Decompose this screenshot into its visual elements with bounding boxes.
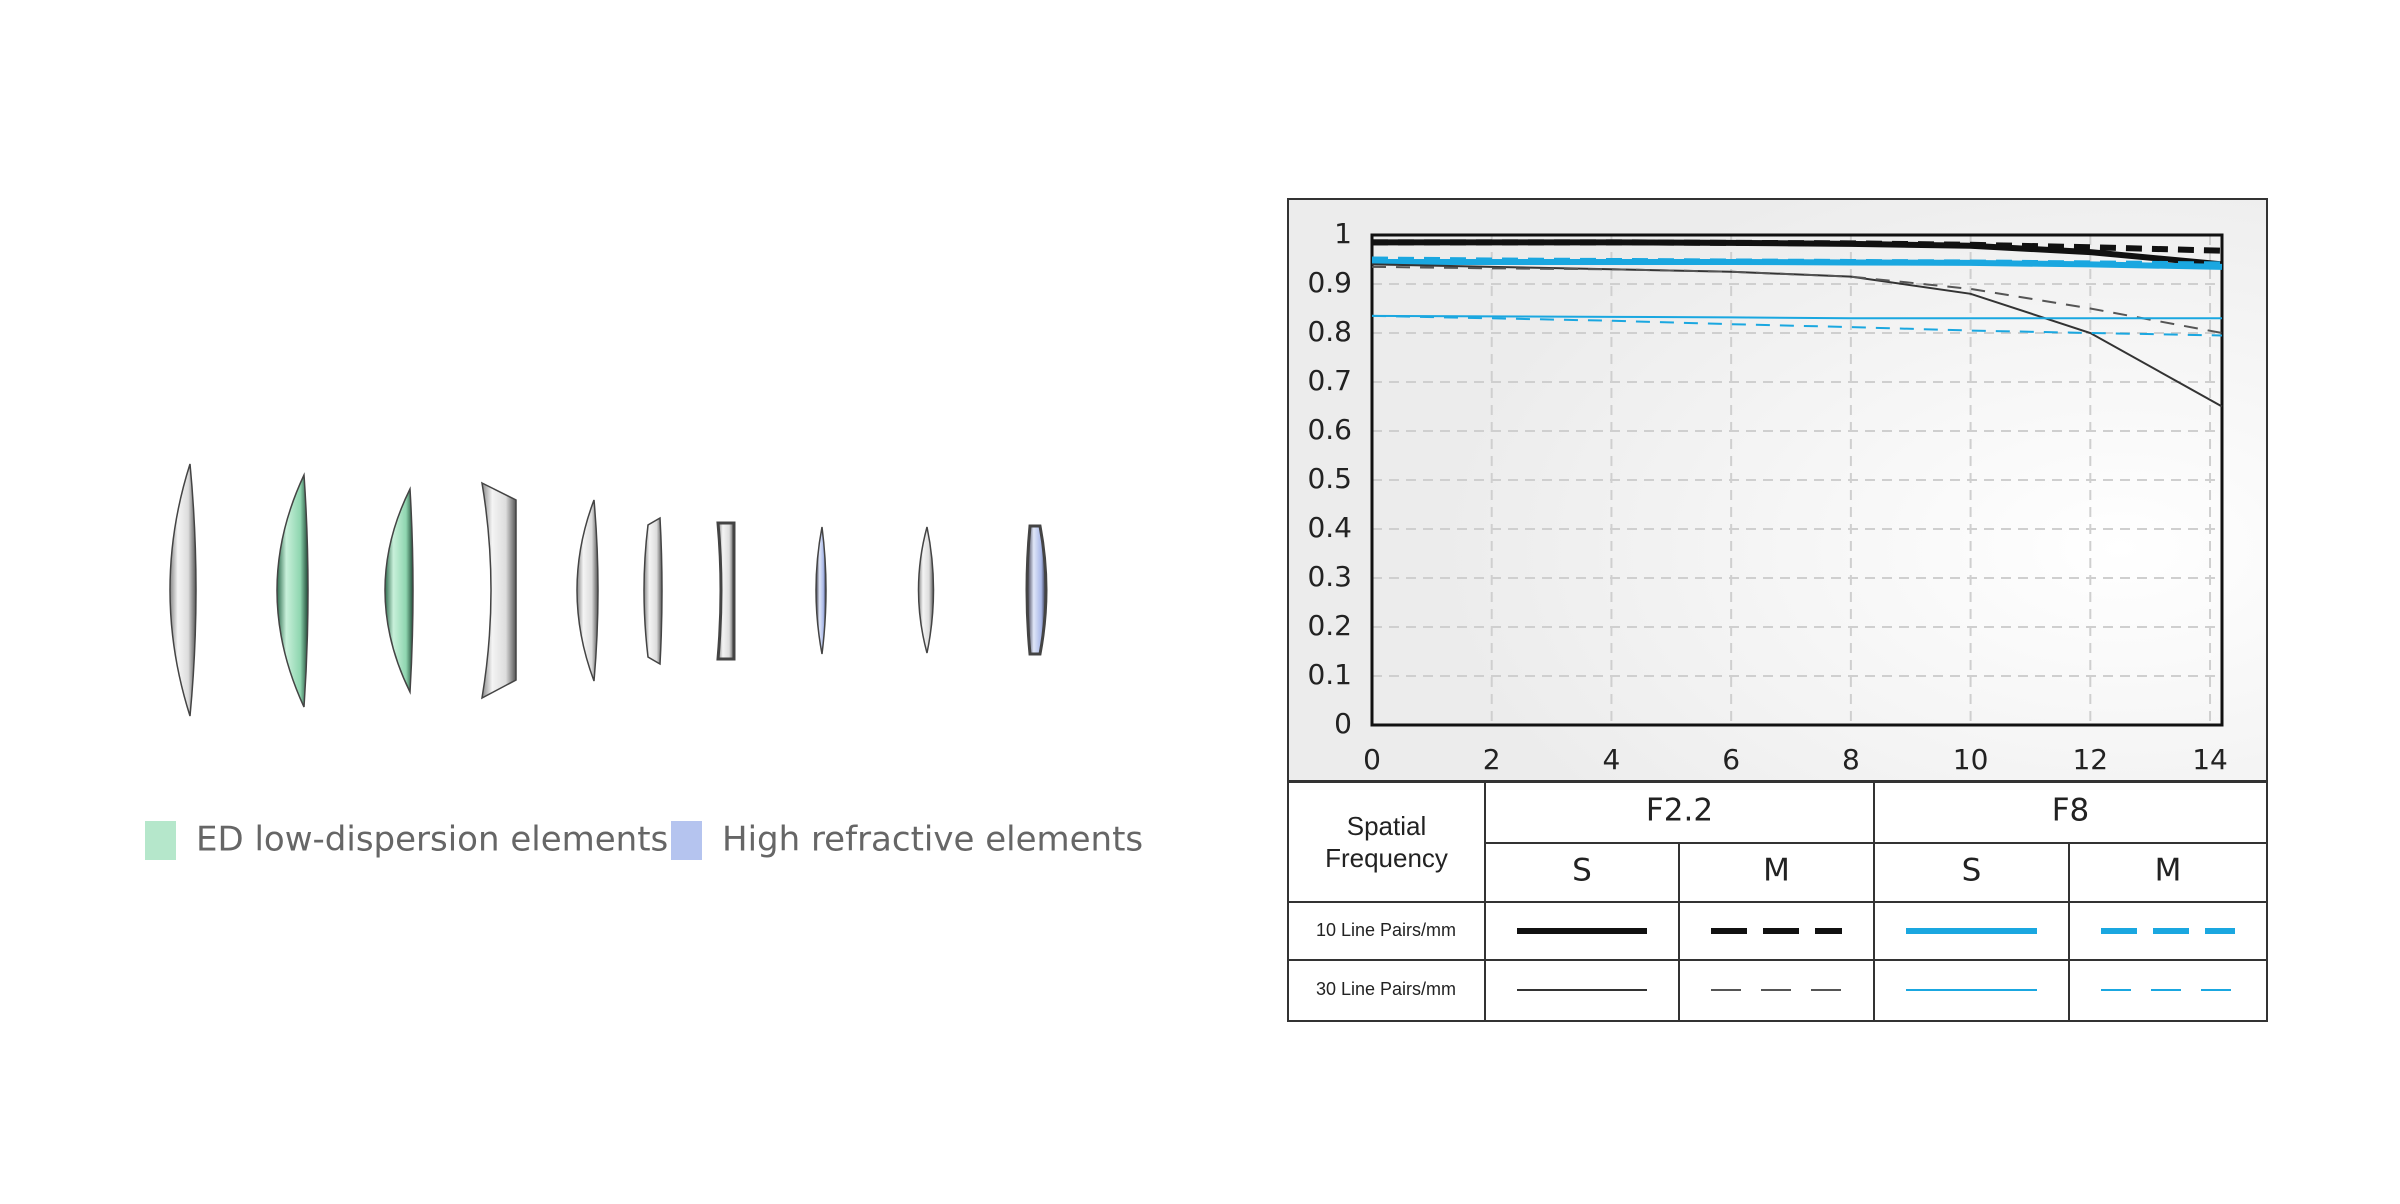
- series-line: [1371, 265, 2223, 334]
- y-tick-label: 0: [1334, 707, 1352, 740]
- lens: [815, 526, 827, 655]
- lens: [276, 472, 309, 708]
- column-label: M: [1763, 853, 1790, 889]
- lens: [384, 486, 414, 695]
- y-tick-label: 0.7: [1307, 364, 1352, 397]
- y-tick-label: 0.5: [1307, 462, 1352, 495]
- chart-frame: [1287, 198, 2268, 782]
- plot-area: [1370, 233, 2224, 727]
- y-tick-label: 0.4: [1307, 511, 1352, 544]
- row-label: 30 Line Pairs/mm: [1316, 979, 1456, 999]
- column-label: S: [1962, 853, 1982, 889]
- y-tick-label: 0.6: [1307, 413, 1352, 446]
- y-tick-label: 0.2: [1307, 609, 1352, 642]
- y-tick-label: 0.8: [1307, 315, 1352, 348]
- series-line: [1371, 314, 2222, 320]
- x-tick-label: 12: [2072, 743, 2108, 776]
- lens: [481, 481, 517, 700]
- legend-swatch: [145, 821, 176, 860]
- x-tick-label: 6: [1722, 743, 1740, 776]
- series-line: [1371, 256, 2223, 268]
- lens: [169, 463, 197, 717]
- x-tick-label: 8: [1842, 743, 1860, 776]
- grid: [1371, 234, 2222, 726]
- lens: [576, 499, 599, 682]
- y-tick-label: 0.9: [1307, 266, 1352, 299]
- group-label: F2.2: [1646, 793, 1713, 829]
- y-tick-label: 1: [1334, 217, 1352, 250]
- column-label: S: [1572, 853, 1592, 889]
- x-tick-label: 2: [1483, 743, 1501, 776]
- lens: [1025, 524, 1048, 656]
- lens-diagram: [169, 463, 1048, 717]
- table-header-box: Spatial Frequency: [1325, 811, 1448, 873]
- row-label: 10 Line Pairs/mm: [1316, 920, 1456, 940]
- legend-table: [1287, 781, 2268, 1022]
- column-label: M: [2155, 853, 2182, 889]
- table-header: Spatial Frequency: [1325, 811, 1448, 873]
- group-label: F8: [2052, 793, 2090, 829]
- x-tick-label: 0: [1363, 743, 1381, 776]
- lens: [917, 526, 935, 654]
- lines: [1371, 239, 2223, 408]
- lens: [643, 516, 663, 666]
- legend-swatch: [671, 821, 702, 860]
- lens: [716, 521, 736, 661]
- series-line: [1372, 239, 2223, 254]
- x-tick-label: 14: [2192, 743, 2228, 776]
- legend-label: ED low-dispersion elements: [196, 820, 668, 860]
- x-tick-label: 4: [1603, 743, 1621, 776]
- y-tick-label: 0.3: [1307, 560, 1352, 593]
- x-tick-label: 10: [1953, 743, 1989, 776]
- legend-label: High refractive elements: [722, 820, 1143, 860]
- series-line: [1371, 314, 2223, 337]
- y-tick-label: 0.1: [1307, 658, 1352, 691]
